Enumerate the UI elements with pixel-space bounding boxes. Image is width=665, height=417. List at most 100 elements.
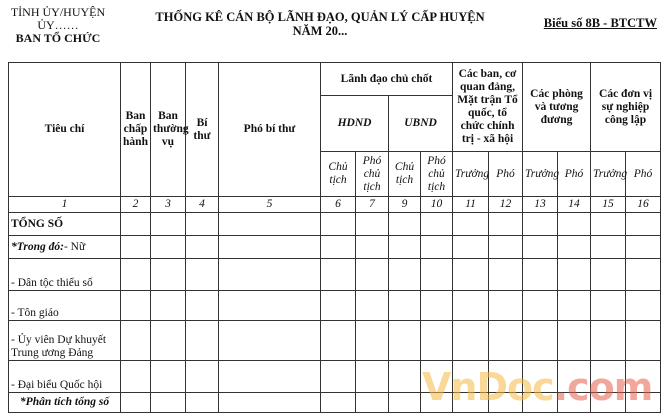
data-cell[interactable]: [452, 235, 490, 259]
title-line1: THỐNG KÊ CÁN BỘ LÃNH ĐẠO, QUẢN LÝ CẤP HU…: [155, 10, 485, 24]
column-number: 14: [557, 196, 592, 213]
data-cell[interactable]: [419, 235, 454, 259]
data-cell[interactable]: [355, 258, 389, 291]
data-cell[interactable]: [218, 212, 321, 236]
data-cell[interactable]: [488, 320, 524, 361]
data-cell[interactable]: [557, 235, 592, 259]
data-cell[interactable]: [452, 320, 490, 361]
data-cell[interactable]: [150, 235, 186, 259]
table-row: - Đại biểu Quốc hội: [8, 360, 662, 393]
data-cell[interactable]: [488, 258, 524, 291]
data-cell[interactable]: [185, 212, 219, 236]
data-cell[interactable]: [488, 212, 524, 236]
data-cell[interactable]: [355, 212, 389, 236]
data-cell[interactable]: [590, 290, 627, 321]
data-cell[interactable]: [320, 320, 356, 361]
data-cell[interactable]: [522, 235, 559, 259]
data-cell[interactable]: [419, 360, 454, 393]
data-cell[interactable]: [625, 290, 662, 321]
data-cell[interactable]: [218, 290, 321, 321]
data-cell[interactable]: [150, 212, 186, 236]
data-cell[interactable]: [625, 258, 662, 291]
data-cell[interactable]: [388, 235, 421, 259]
data-cell[interactable]: [150, 360, 186, 393]
data-cell[interactable]: [355, 392, 389, 413]
data-cell[interactable]: [522, 290, 559, 321]
table-row: *Phân tích tổng số: [8, 392, 662, 413]
data-cell[interactable]: [625, 212, 662, 236]
column-number: 2: [120, 196, 151, 213]
data-cell[interactable]: [388, 290, 421, 321]
data-cell[interactable]: [320, 258, 356, 291]
data-cell[interactable]: [120, 290, 151, 321]
header-pho: Phó: [625, 151, 662, 197]
data-cell[interactable]: [557, 360, 592, 393]
data-cell[interactable]: [522, 320, 559, 361]
data-cell[interactable]: [590, 360, 627, 393]
data-cell[interactable]: [557, 320, 592, 361]
data-cell[interactable]: [320, 360, 356, 393]
data-cell[interactable]: [625, 235, 662, 259]
data-cell[interactable]: [218, 235, 321, 259]
data-cell[interactable]: [590, 320, 627, 361]
data-cell[interactable]: [590, 258, 627, 291]
header-bi-thu: Bí thư: [185, 62, 219, 197]
data-cell[interactable]: [185, 360, 219, 393]
data-cell[interactable]: [419, 290, 454, 321]
data-cell[interactable]: [522, 212, 559, 236]
data-cell[interactable]: [120, 320, 151, 361]
data-cell[interactable]: [355, 320, 389, 361]
data-cell[interactable]: [120, 258, 151, 291]
data-cell[interactable]: [355, 235, 389, 259]
data-cell[interactable]: [388, 320, 421, 361]
data-cell[interactable]: [185, 392, 219, 413]
data-cell[interactable]: [185, 320, 219, 361]
data-cell[interactable]: [185, 290, 219, 321]
data-cell[interactable]: [590, 235, 627, 259]
data-cell[interactable]: [522, 360, 559, 393]
data-cell[interactable]: [218, 360, 321, 393]
data-cell[interactable]: [218, 392, 321, 413]
data-cell[interactable]: [150, 392, 186, 413]
data-cell[interactable]: [355, 360, 389, 393]
data-cell[interactable]: [590, 212, 627, 236]
data-cell[interactable]: [320, 235, 356, 259]
data-cell[interactable]: [120, 212, 151, 236]
data-cell[interactable]: [625, 392, 662, 413]
data-cell[interactable]: [522, 258, 559, 291]
data-cell[interactable]: [355, 290, 389, 321]
data-cell[interactable]: [388, 258, 421, 291]
data-cell[interactable]: [452, 290, 490, 321]
data-cell[interactable]: [388, 360, 421, 393]
data-cell[interactable]: [419, 392, 454, 413]
data-cell[interactable]: [320, 290, 356, 321]
data-cell[interactable]: [150, 258, 186, 291]
data-cell[interactable]: [419, 320, 454, 361]
data-cell[interactable]: [625, 320, 662, 361]
data-cell[interactable]: [388, 392, 421, 413]
data-cell[interactable]: [488, 235, 524, 259]
data-cell[interactable]: [185, 258, 219, 291]
data-cell[interactable]: [557, 258, 592, 291]
data-cell[interactable]: [320, 212, 356, 236]
data-cell[interactable]: [320, 392, 356, 413]
data-cell[interactable]: [218, 320, 321, 361]
data-cell[interactable]: [488, 290, 524, 321]
data-cell[interactable]: [120, 360, 151, 393]
column-number: 11: [452, 196, 490, 213]
data-cell[interactable]: [388, 212, 421, 236]
data-cell[interactable]: [150, 320, 186, 361]
data-cell[interactable]: [419, 258, 454, 291]
data-cell[interactable]: [120, 392, 151, 413]
data-cell[interactable]: [557, 290, 592, 321]
header-pho: Phó: [557, 151, 592, 197]
header-ubnd: UBND: [387, 95, 454, 152]
data-cell[interactable]: [120, 235, 151, 259]
data-cell[interactable]: [452, 258, 490, 291]
data-cell[interactable]: [419, 212, 454, 236]
data-cell[interactable]: [557, 212, 592, 236]
data-cell[interactable]: [452, 212, 490, 236]
data-cell[interactable]: [150, 290, 186, 321]
data-cell[interactable]: [218, 258, 321, 291]
data-cell[interactable]: [185, 235, 219, 259]
